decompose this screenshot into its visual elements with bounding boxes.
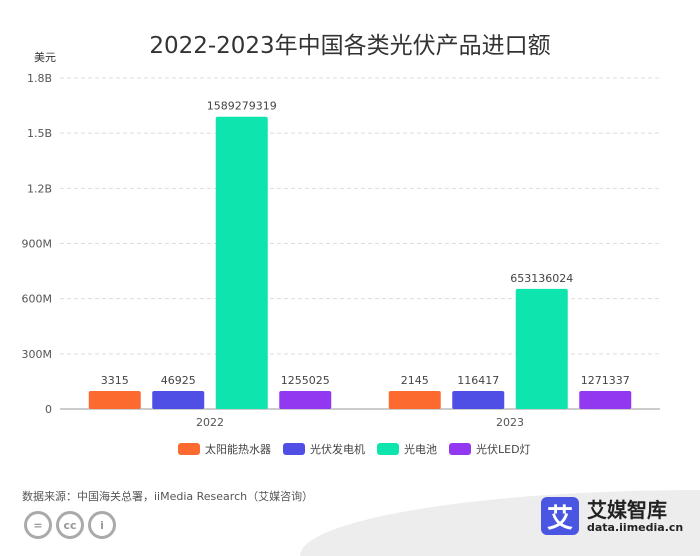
bar (152, 391, 205, 409)
bar-chart: 美元 0 300M 600M 900M 1.2B 1.5B 1.8B 2022 3315 46925… (22, 51, 660, 456)
y-tick-label: 1.8B (27, 72, 52, 85)
bar (388, 391, 441, 409)
chart-title: 2022-2023年中国各类光伏产品进口额 (149, 33, 551, 59)
logo-name: 艾媒智库 (587, 497, 667, 522)
by-icon: i (88, 511, 116, 539)
bar (515, 288, 568, 409)
bar (279, 391, 332, 409)
logo: 艾 艾媒智库 data.iimedia.cn (541, 497, 683, 535)
license-icons: = cc i (24, 511, 116, 539)
y-tick-label: 1.5B (27, 127, 52, 140)
legend-label: 光电池 (404, 442, 437, 456)
y-tick-label: 1.2B (27, 182, 52, 195)
legend-swatch (377, 443, 399, 455)
logo-mark: 艾 (541, 497, 579, 535)
logo-url: data.iimedia.cn (587, 520, 684, 534)
x-tick-label: 2023 (496, 416, 524, 429)
legend-swatch (178, 443, 200, 455)
x-tick-label: 2022 (196, 416, 224, 429)
data-label: 1271337 (581, 374, 630, 387)
source-note: 数据来源：中国海关总署，iiMedia Research（艾媒咨询） (22, 490, 314, 503)
legend-label: 光伏发电机 (310, 442, 365, 456)
bar (579, 391, 632, 409)
legend-swatch (449, 443, 471, 455)
data-label: 1589279319 (207, 100, 277, 113)
y-tick-label: 900M (22, 238, 53, 251)
y-tick-label: 0 (45, 403, 52, 416)
bar (88, 391, 141, 409)
bar (452, 391, 505, 409)
data-label: 46925 (161, 374, 196, 387)
y-tick-label: 300M (22, 348, 53, 361)
legend-swatch (283, 443, 305, 455)
data-label: 1255025 (281, 374, 330, 387)
legend-label: 光伏LED灯 (476, 442, 531, 456)
data-label: 653136024 (510, 272, 573, 285)
y-tick-label: 600M (22, 293, 53, 306)
bar (215, 116, 268, 409)
data-label: 3315 (101, 374, 129, 387)
data-label: 2145 (401, 374, 429, 387)
nd-icon: = (24, 511, 52, 539)
cc-icon: cc (56, 511, 84, 539)
y-axis-unit: 美元 (34, 51, 56, 64)
data-label: 116417 (457, 374, 499, 387)
legend-label: 太阳能热水器 (205, 442, 271, 456)
